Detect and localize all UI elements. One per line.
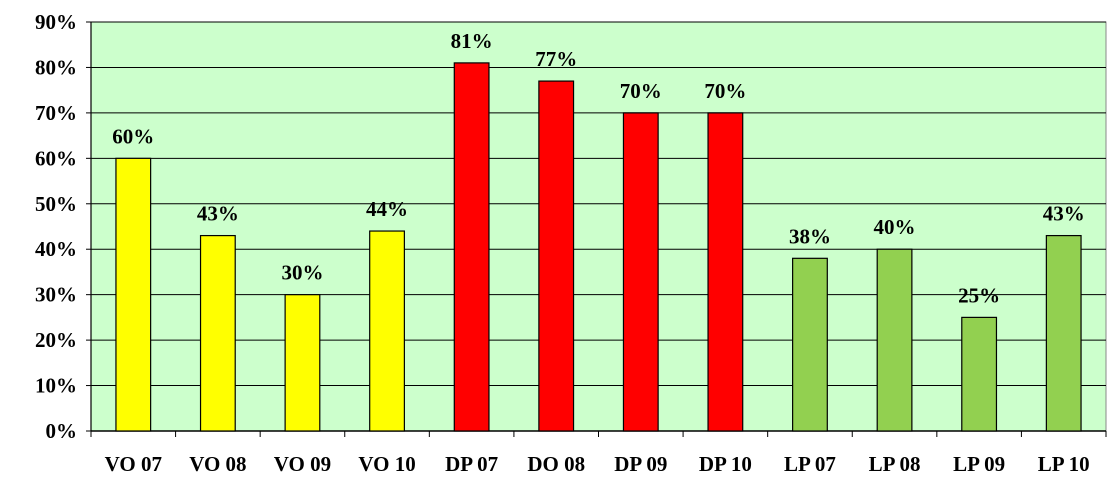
y-tick-label: 0% bbox=[46, 419, 78, 443]
y-tick-label: 40% bbox=[35, 237, 77, 261]
x-tick-label: DO 08 bbox=[527, 452, 585, 476]
x-tick-label: VO 07 bbox=[105, 452, 162, 476]
gridlines bbox=[91, 21, 1106, 387]
x-tick-label: VO 08 bbox=[189, 452, 246, 476]
x-tick-label: LP 10 bbox=[1038, 452, 1090, 476]
bars bbox=[115, 62, 1082, 432]
x-tick-label: DP 10 bbox=[699, 452, 752, 476]
bar bbox=[1045, 234, 1082, 432]
data-labels: 60% 43% 30% 44% 81% 77% 70% 70% 38% 40% 25% 43% bbox=[112, 29, 1084, 307]
y-tick-label: 70% bbox=[35, 101, 77, 125]
x-tick-label: LP 09 bbox=[953, 452, 1005, 476]
bar bbox=[284, 294, 321, 432]
y-tick-label: 20% bbox=[35, 328, 77, 352]
y-tick-label: 60% bbox=[35, 146, 77, 170]
data-label: 77% bbox=[535, 47, 577, 71]
bar bbox=[961, 316, 998, 432]
plot-area bbox=[90, 21, 1107, 432]
x-tick-label: DP 09 bbox=[614, 452, 667, 476]
bar bbox=[792, 257, 828, 432]
bar bbox=[622, 112, 659, 432]
bar bbox=[707, 112, 744, 432]
bar bbox=[876, 248, 913, 432]
data-label: 40% bbox=[874, 215, 916, 239]
data-label: 44% bbox=[366, 197, 408, 221]
data-label: 43% bbox=[1043, 202, 1085, 226]
bar bbox=[538, 80, 575, 432]
x-axis: VO 07 VO 08 VO 09 VO 10 DP 07 DO 08 DP 09 DP 10… bbox=[90, 430, 1107, 476]
y-tick-label: 90% bbox=[35, 10, 77, 34]
data-label: 38% bbox=[789, 224, 831, 248]
data-label: 43% bbox=[197, 202, 239, 226]
x-tick-label: LP 08 bbox=[869, 452, 921, 476]
y-tick-label: 50% bbox=[35, 192, 77, 216]
bar bbox=[115, 157, 152, 432]
x-tick-label: VO 10 bbox=[358, 452, 415, 476]
x-tick-label: LP 07 bbox=[784, 452, 836, 476]
y-tick-label: 80% bbox=[35, 55, 77, 79]
data-label: 60% bbox=[112, 124, 154, 148]
bar bbox=[369, 230, 405, 432]
data-label: 30% bbox=[281, 261, 323, 285]
x-tick-label: VO 09 bbox=[274, 452, 331, 476]
y-tick-label: 30% bbox=[35, 283, 77, 307]
data-label: 70% bbox=[620, 79, 662, 103]
bar bbox=[199, 234, 236, 432]
y-tick-label: 10% bbox=[35, 374, 77, 398]
y-axis: 0% 10% 20% 30% 40% 50% 60% 70% 80% 90% bbox=[35, 10, 92, 443]
data-label: 25% bbox=[958, 283, 1000, 307]
data-label: 81% bbox=[451, 29, 493, 53]
x-tick-label: DP 07 bbox=[445, 452, 498, 476]
data-label: 70% bbox=[704, 79, 746, 103]
bar bbox=[453, 62, 490, 432]
